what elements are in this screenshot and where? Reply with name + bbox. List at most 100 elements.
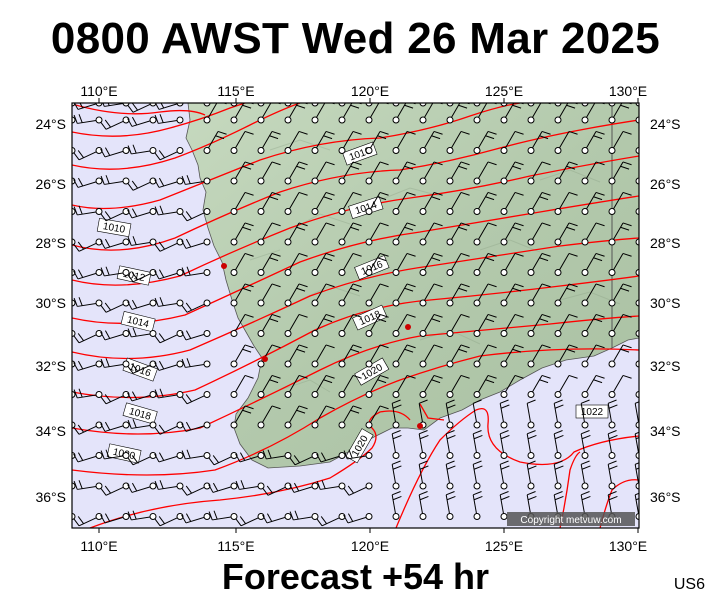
wind-barb xyxy=(154,297,184,307)
wind-barb xyxy=(527,313,551,337)
wind-barb xyxy=(257,130,281,154)
wind-barb xyxy=(181,266,211,277)
wind-barb xyxy=(343,449,373,460)
wind-barb xyxy=(181,421,211,432)
wind-barb xyxy=(392,161,416,185)
wind-barb xyxy=(181,358,211,368)
wind-barb xyxy=(154,360,184,371)
wind-barb xyxy=(284,313,308,337)
wind-barb xyxy=(527,222,551,246)
wind-barb xyxy=(581,103,589,107)
wind-barb xyxy=(338,344,362,368)
lon-label: 115°E xyxy=(217,538,254,554)
wind-barb xyxy=(127,116,157,127)
wind-barb xyxy=(526,430,537,459)
wind-barb xyxy=(100,299,130,313)
wind-barb xyxy=(526,460,537,490)
wind-barb xyxy=(581,252,605,276)
wind-barb xyxy=(472,430,483,459)
wind-barb xyxy=(181,175,211,185)
wind-barb xyxy=(181,449,211,460)
wind-barb xyxy=(73,360,103,371)
wind-barb xyxy=(365,313,389,337)
wind-barb xyxy=(473,161,497,185)
wind-barb xyxy=(554,222,578,246)
wind-barb xyxy=(446,374,470,398)
wind-barb xyxy=(127,482,157,493)
wind-barb xyxy=(311,130,335,154)
lat-label: 34°S xyxy=(650,423,681,439)
wind-barb xyxy=(419,313,443,337)
wind-barb xyxy=(473,313,497,337)
wind-barb xyxy=(607,460,618,490)
wind-barb xyxy=(608,252,632,276)
copyright-text: Copyright metvuw.com xyxy=(520,515,621,526)
wind-barb xyxy=(419,161,443,185)
wind-barb xyxy=(73,103,103,110)
wind-barb xyxy=(473,344,497,368)
wind-barb xyxy=(127,299,157,310)
lat-label: 30°S xyxy=(650,295,681,311)
wind-barb xyxy=(127,452,157,466)
wind-barb xyxy=(500,344,524,368)
wind-barb xyxy=(418,430,429,459)
wind-barb xyxy=(635,299,639,307)
wind-barb xyxy=(181,208,211,222)
wind-barb xyxy=(446,283,470,307)
wind-barb xyxy=(154,388,184,399)
wind-barb xyxy=(391,430,402,459)
wind-barb xyxy=(581,313,605,337)
wind-barb xyxy=(100,116,130,130)
wind-barb xyxy=(472,399,482,429)
wind-barb xyxy=(100,358,130,368)
wind-barb xyxy=(311,313,335,337)
wind-barb xyxy=(181,238,211,249)
wind-barb xyxy=(72,238,76,246)
wind-barb xyxy=(127,236,157,246)
wind-barb xyxy=(284,405,308,429)
wind-barb xyxy=(235,452,265,463)
wind-barb xyxy=(499,399,510,429)
wind-barb xyxy=(392,103,400,107)
wind-barb xyxy=(634,492,639,520)
wind-barb xyxy=(446,344,470,368)
wind-barb xyxy=(446,313,470,337)
wind-barb xyxy=(581,222,605,246)
wind-barb xyxy=(181,482,211,496)
wind-barb xyxy=(230,405,254,429)
lat-label: 32°S xyxy=(35,358,66,374)
isobar-label: 1022 xyxy=(581,407,604,418)
lon-label: 125°E xyxy=(485,83,523,99)
wind-barb xyxy=(73,205,103,216)
wind-barb xyxy=(500,130,524,154)
wind-barb xyxy=(100,238,130,249)
wind-barb xyxy=(419,374,443,398)
wind-barb xyxy=(154,480,184,490)
wind-barb xyxy=(553,399,564,429)
wind-barb xyxy=(473,191,497,215)
wind-barb xyxy=(446,103,470,124)
wind-barb xyxy=(203,103,211,107)
lat-label: 30°S xyxy=(35,295,66,311)
wind-barb xyxy=(154,205,184,216)
wind-barb xyxy=(554,161,578,185)
city-marker xyxy=(417,423,423,429)
wind-barb xyxy=(338,191,362,215)
wind-barb xyxy=(154,513,184,527)
wind-barb xyxy=(554,374,578,398)
wind-barb xyxy=(257,222,281,246)
wind-barb xyxy=(100,147,130,158)
wind-barb xyxy=(262,513,292,524)
lon-label: 120°E xyxy=(351,538,389,554)
wind-barb xyxy=(230,130,254,154)
longitude-ticks-bottom: 110°E 115°E 120°E 125°E 130°E xyxy=(80,528,647,554)
wind-barb xyxy=(208,452,238,466)
wind-barb xyxy=(72,103,76,107)
wind-barb xyxy=(230,283,254,307)
city-marker xyxy=(262,356,268,362)
wind-barb xyxy=(553,460,564,490)
city-marker xyxy=(405,324,411,330)
wind-barb xyxy=(391,491,402,520)
wind-barb xyxy=(527,344,551,368)
